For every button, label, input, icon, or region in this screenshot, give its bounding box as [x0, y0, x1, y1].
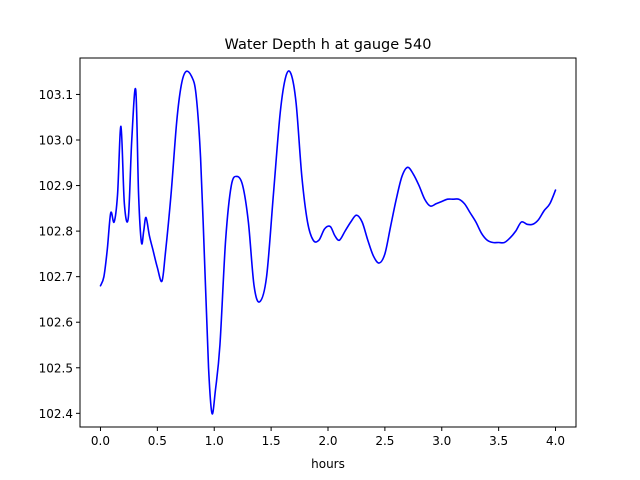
x-tick-label: 0.5	[148, 434, 167, 448]
x-axis-label: hours	[311, 457, 345, 471]
x-tick-label: 2.0	[318, 434, 337, 448]
y-tick-label: 102.5	[39, 361, 73, 375]
series-line	[99, 70, 557, 415]
x-tick-label: 3.5	[489, 434, 508, 448]
x-axis-ticks: 0.0 0.5 1.0 1.5 2.0 2.5 3.0 3.5 4.0	[91, 427, 565, 448]
y-tick-label: 103.1	[39, 88, 73, 102]
x-tick-label: 1.5	[262, 434, 281, 448]
x-tick-label: 3.0	[432, 434, 451, 448]
x-tick-label: 2.5	[375, 434, 394, 448]
chart-title: Water Depth h at gauge 540	[225, 37, 432, 53]
y-tick-label: 102.8	[39, 225, 73, 239]
y-axis-ticks: 102.4 102.5 102.6 102.7 102.8 102.9 103.0 103.1	[39, 88, 80, 421]
y-tick-label: 103.0	[39, 134, 73, 148]
y-tick-label: 102.9	[39, 179, 73, 193]
x-tick-label: 4.0	[546, 434, 565, 448]
y-tick-label: 102.6	[39, 316, 73, 330]
x-tick-label: 1.0	[205, 434, 224, 448]
y-tick-label: 102.4	[39, 407, 73, 421]
y-tick-label: 102.7	[39, 270, 73, 284]
plot-area	[79, 57, 577, 428]
x-tick-label: 0.0	[91, 434, 110, 448]
